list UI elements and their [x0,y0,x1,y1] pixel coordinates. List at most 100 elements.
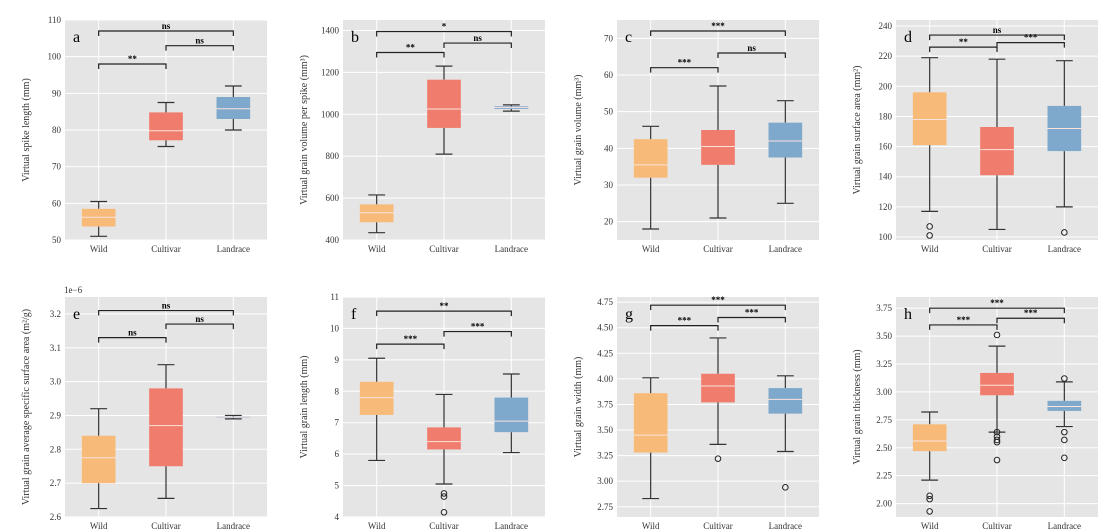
x-tick-label: Landrace [1048,521,1081,530]
y-tick-label: 3.0 [50,377,62,387]
significance-bracket: * [376,22,512,37]
x-tick-label: Cultivar [982,244,1012,254]
x-tick-label: Cultivar [151,521,181,530]
y-tick-label: 1000 [321,109,340,119]
outlier-point [926,508,933,515]
y-tick-label: 3.25 [597,451,613,461]
box-cultivar [427,65,461,155]
significance-bracket: *** [650,316,719,331]
bracket-line [98,63,167,69]
box-cultivar [149,101,183,148]
y-tick-label: 240 [879,21,893,31]
panel-letter: f [351,306,357,323]
significance-bracket: *** [443,322,512,337]
box-iqr [81,435,116,484]
bracket-line [650,30,786,36]
significance-label: ns [162,301,171,311]
significance-label: *** [1024,308,1038,318]
panel-letter: c [625,29,632,46]
y-tick-label: 50 [604,107,614,117]
x-tick-label: Cultivar [703,521,733,530]
outlier-point [993,331,1001,339]
significance-label: ns [195,314,204,324]
box-iqr [980,372,1014,396]
outlier-point [714,455,722,462]
bracket-line [376,310,512,317]
box-landrace [494,104,529,112]
y-tick-label: 60 [604,70,614,80]
y-tick-label: 2.00 [876,499,892,509]
significance-bracket: *** [650,21,786,36]
x-tick-label: Cultivar [982,521,1012,530]
panel-h: 2.00 2.25 2.50 2.75 3.00 3.25 3.50 3.75 Wild Cult… [852,297,1098,530]
box-iqr [494,397,529,433]
y-axis-label: Virtual grain length (mm) [299,356,310,459]
significance-bracket: *** [717,307,786,323]
y-axis-label: Virtual spike length (mm) [21,78,32,182]
outlier-point [926,495,933,503]
bracket-line [929,46,998,53]
significance-label: ** [959,37,969,47]
x-tick-label: Cultivar [429,521,459,530]
y-tick-label: 5 [335,481,340,491]
y-tick-label: 3.50 [597,425,613,435]
significance-label: ** [440,301,450,311]
bracket-line [165,45,234,51]
outlier-point [926,232,933,239]
y-tick-label: 3.00 [597,476,613,486]
y-tick-label: 4.50 [597,323,613,333]
panel-letter: a [73,29,80,46]
significance-label: *** [471,322,485,332]
box-wild [359,194,394,234]
outlier-point [993,428,1001,436]
bracket-line [929,307,1065,314]
significance-bracket: *** [929,298,1065,314]
panel-c: 20 30 40 50 60 70 Wild Cultivar Landrace Virtual … [573,20,819,254]
y-tick-label: 10 [330,323,340,333]
box-iqr [912,92,947,146]
y-tick-label: 3.75 [597,399,613,409]
bracket-line [98,30,234,36]
y-tick-label: 110 [48,15,62,25]
significance-label: ns [993,25,1002,35]
box-landrace [768,375,803,491]
y-tick-label: 1200 [321,67,340,77]
significance-label: *** [990,298,1004,308]
y-tick-label: 120 [879,202,893,212]
x-tick-label: Wild [90,521,108,530]
y-tick-label: 140 [879,172,893,182]
y-axis-label: Virtual grain thickness (mm) [852,349,863,464]
significance-label: *** [404,334,418,344]
significance-bracket: ns [443,33,512,49]
y-tick-label: 80 [52,125,62,135]
y-tick-label: 3.25 [876,359,892,369]
x-tick-label: Landrace [217,521,250,530]
bracket-line [650,325,719,331]
bracket-line [165,323,234,330]
x-tick-label: Landrace [769,244,802,254]
significance-label: *** [1024,33,1038,43]
significance-bracket: *** [996,33,1065,48]
significance-bracket: *** [650,295,786,311]
bracket-line [717,316,786,323]
y-tick-label: 20 [604,217,614,227]
bracket-line [929,34,1065,41]
significance-bracket: *** [376,334,445,350]
significance-label: ns [162,21,171,31]
significance-label: *** [678,316,692,326]
outlier-point [782,484,789,491]
significance-label: ns [195,36,204,46]
y-tick-label: 2.75 [876,415,892,425]
panel-g: 2.75 3.00 3.25 3.50 3.75 4.00 4.25 4.50 4.75 Wild… [573,295,819,530]
panel-e: 2.6 2.7 2.8 2.9 3.0 3.1 3.2 Wild Cultivar Landrac… [21,285,267,530]
significance-label: *** [678,58,692,68]
x-tick-label: Landrace [769,521,802,530]
x-tick-label: Wild [90,244,108,254]
box-iqr [633,139,668,178]
y-tick-label: 60 [52,198,62,208]
bracket-line [996,42,1065,48]
y-tick-label: 2.6 [50,512,62,522]
x-tick-label: Cultivar [151,244,181,254]
y-tick-label: 200 [879,81,893,91]
y-tick-label: 2.7 [50,478,62,488]
